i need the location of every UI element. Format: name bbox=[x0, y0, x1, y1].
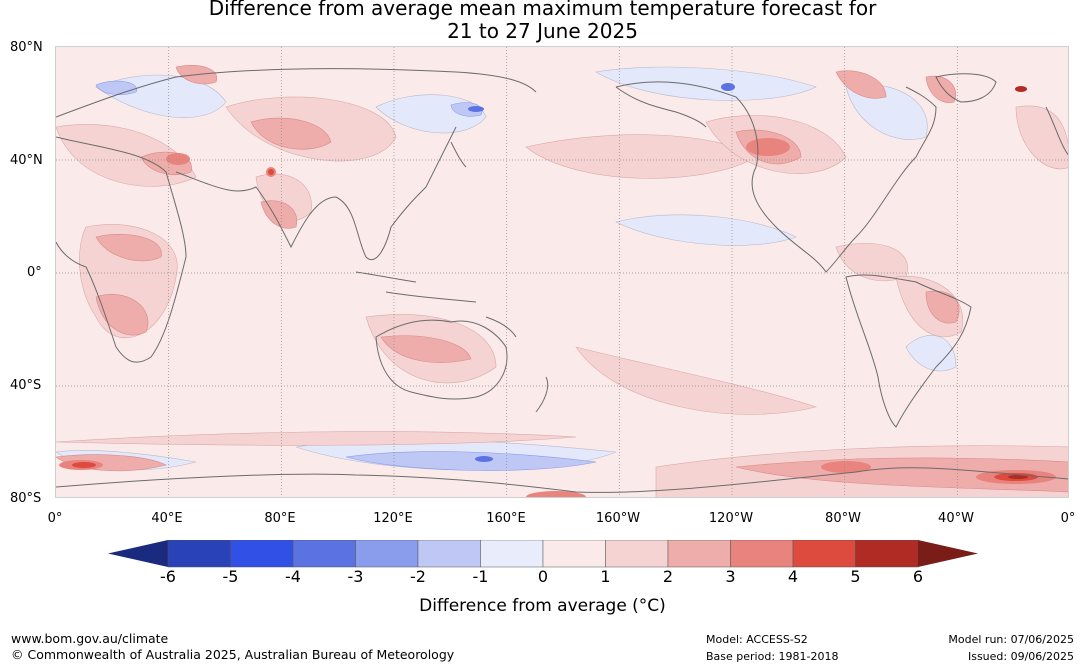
map-canvas bbox=[56, 47, 1068, 497]
colorbar-tick-label: 3 bbox=[725, 567, 736, 586]
colorbar-extend-high bbox=[918, 540, 978, 567]
lon-label-80w: 80°W bbox=[825, 511, 861, 526]
colorbar-tick-label: -4 bbox=[285, 567, 301, 586]
footer-left: www.bom.gov.au/climate © Commonwealth of… bbox=[11, 631, 454, 663]
colorbar-segment bbox=[417, 539, 481, 568]
lat-label-80n: 80°N bbox=[10, 40, 43, 55]
footer-model: Model: ACCESS-S2 Base period: 1981-2018 bbox=[706, 631, 838, 665]
lon-label-40e: 40°E bbox=[151, 511, 183, 526]
colorbar-tick-label: 1 bbox=[600, 567, 611, 586]
colorbar-segment bbox=[167, 539, 231, 568]
footer-dates: Model run: 07/06/2025 Issued: 09/06/2025 bbox=[948, 631, 1074, 665]
lon-label-160e: 160°E bbox=[486, 511, 526, 526]
colorbar-tick-label: 4 bbox=[787, 567, 799, 586]
lat-label-40n: 40°N bbox=[10, 153, 43, 168]
lat-label-80s: 80°S bbox=[10, 491, 42, 506]
lon-label-120w: 120°W bbox=[708, 511, 754, 526]
lon-label-0-end: 0° bbox=[1060, 511, 1076, 526]
colorbar-segment bbox=[667, 539, 731, 568]
colorbar-segment bbox=[792, 539, 856, 568]
issued-date: Issued: 09/06/2025 bbox=[967, 650, 1074, 663]
colorbar-tick-label: 2 bbox=[662, 567, 674, 586]
chart-title: Difference from average mean maximum tem… bbox=[0, 0, 1085, 43]
colorbar-segment bbox=[855, 539, 919, 568]
colorbar-title: Difference from average (°C) bbox=[419, 596, 666, 616]
colorbar-tick-label: 6 bbox=[912, 567, 924, 586]
colorbar-tick-label: -2 bbox=[410, 567, 426, 586]
colorbar-segment bbox=[542, 539, 606, 568]
colorbar bbox=[108, 539, 980, 574]
forecast-map bbox=[55, 46, 1069, 498]
colorbar-tick-label: 0 bbox=[537, 567, 549, 586]
model-run-date: Model run: 07/06/2025 bbox=[948, 633, 1074, 646]
colorbar-tick-label: -5 bbox=[222, 567, 239, 586]
model-name: Model: ACCESS-S2 bbox=[706, 633, 808, 646]
colorbar-segment bbox=[355, 539, 419, 568]
website-link[interactable]: www.bom.gov.au/climate bbox=[11, 631, 169, 646]
colorbar-segment bbox=[605, 539, 669, 568]
colorbar-segment bbox=[292, 539, 356, 568]
colorbar-segment bbox=[730, 539, 794, 568]
lon-label-80e: 80°E bbox=[264, 511, 296, 526]
title-line-1: Difference from average mean maximum tem… bbox=[208, 0, 877, 20]
colorbar-svg bbox=[108, 539, 978, 568]
colorbar-segment bbox=[480, 539, 544, 568]
lon-label-160w: 160°W bbox=[595, 511, 641, 526]
base-period: Base period: 1981-2018 bbox=[706, 650, 839, 663]
copyright-text: © Commonwealth of Australia 2025, Austra… bbox=[11, 647, 455, 662]
lon-label-120e: 120°E bbox=[373, 511, 413, 526]
colorbar-tick-label: -1 bbox=[472, 567, 489, 586]
lon-label-0: 0° bbox=[47, 511, 63, 526]
colorbar-tick-label: -3 bbox=[347, 567, 364, 586]
colorbar-segment bbox=[230, 539, 294, 568]
title-line-2: 21 to 27 June 2025 bbox=[447, 19, 638, 43]
colorbar-tick-label: 5 bbox=[850, 567, 861, 586]
lon-label-40w: 40°W bbox=[938, 511, 974, 526]
lat-label-40s: 40°S bbox=[10, 378, 42, 393]
colorbar-extend-low bbox=[108, 540, 168, 567]
colorbar-tick-label: -6 bbox=[160, 567, 176, 586]
lat-label-0: 0° bbox=[27, 265, 42, 280]
